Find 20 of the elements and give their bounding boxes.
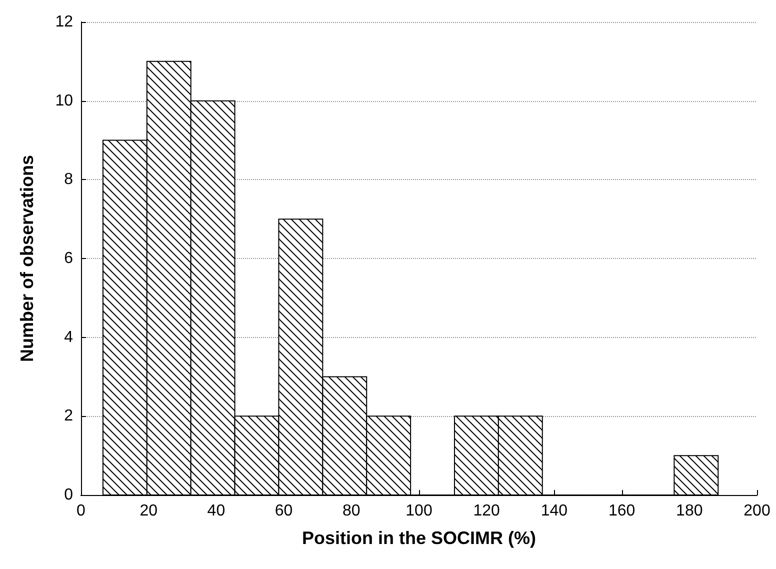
x-tick-label: 140 xyxy=(540,502,568,520)
y-tick-label: 2 xyxy=(64,408,74,425)
y-tick-label: 12 xyxy=(55,14,74,30)
y-axis-title: Number of observations xyxy=(17,154,37,362)
y-tick-label: 6 xyxy=(64,250,74,267)
x-tick-label: 80 xyxy=(342,502,360,520)
x-tick-label: 60 xyxy=(274,502,293,520)
y-tick-label: 4 xyxy=(64,328,74,346)
x-tick-label: 40 xyxy=(207,502,226,520)
x-tick-label: 20 xyxy=(140,502,158,520)
x-tick-label: 100 xyxy=(406,502,432,520)
y-tick-label: 0 xyxy=(64,486,74,504)
x-tick-label: 0 xyxy=(76,502,86,520)
x-axis-title: Position in the SOCIMR (%) xyxy=(302,528,536,548)
x-tick-label: 160 xyxy=(608,502,636,520)
x-tick-label: 180 xyxy=(676,502,703,520)
y-tick-label: 10 xyxy=(55,92,74,110)
x-tick-label: 200 xyxy=(744,502,770,520)
x-tick-label: 120 xyxy=(473,502,500,520)
y-tick-label: 8 xyxy=(64,171,74,188)
